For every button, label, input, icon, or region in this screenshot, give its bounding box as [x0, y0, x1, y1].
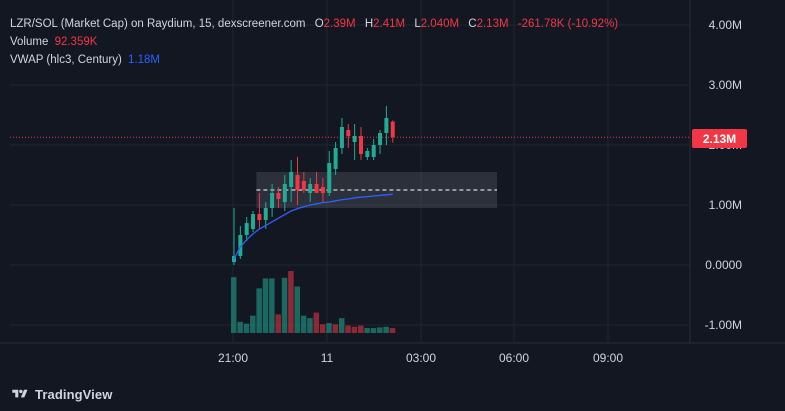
high-value: 2.41M [373, 18, 406, 30]
open-value: 2.39M [323, 18, 356, 30]
candle-body [390, 121, 395, 138]
y-axis-label: 0.0000 [705, 258, 742, 272]
candle-body [270, 193, 275, 208]
volume-bar [313, 312, 320, 333]
volume-bar [338, 318, 345, 333]
tradingview-wordmark: TradingView [35, 386, 113, 402]
candle-body [282, 184, 287, 202]
volume-bar [294, 286, 300, 333]
volume-bar [326, 323, 332, 333]
volume-bar [231, 277, 237, 333]
close-key: C [468, 18, 477, 30]
vwap-line [233, 193, 393, 260]
volume-bar [389, 328, 396, 333]
x-axis-label: 11 [321, 351, 334, 365]
candle-body [352, 136, 357, 142]
y-axis-label: 3.00M [709, 78, 742, 92]
volume-bar [358, 325, 364, 333]
volume-bar [364, 328, 370, 333]
x-axis-label: 21:00 [218, 351, 248, 365]
ohlc-legend: LZR/SOL (Market Cap) on Raydium, 15, dex… [10, 17, 618, 31]
volume-bar [275, 314, 281, 333]
high-key: H [364, 18, 374, 30]
volume-bar [262, 278, 269, 333]
y-axis-label: -1.00M [705, 318, 742, 332]
candle-body [263, 208, 268, 220]
change-value: -261.78K (-10.92%) [517, 18, 619, 30]
x-axis-label: 06:00 [499, 351, 529, 365]
vwap-legend[interactable]: VWAP (hlc3, Century) 1.18M [10, 53, 160, 67]
volume-bar [377, 327, 383, 333]
candle-body [295, 175, 300, 190]
open-key: O [314, 18, 324, 30]
y-axis-label: 1.00M [709, 198, 742, 212]
tradingview-branding[interactable]: TradingView [10, 385, 112, 403]
candle-body [359, 136, 363, 154]
candle-body [327, 163, 332, 193]
volume-bar [383, 326, 389, 333]
vwap-label: VWAP (hlc3, Century) [10, 54, 122, 66]
volume-bar [300, 315, 307, 333]
volume-label: Volume [10, 36, 49, 48]
tradingview-logo-icon [12, 389, 28, 398]
candle-body [238, 235, 243, 256]
candle-body [257, 214, 262, 220]
vwap-value: 1.18M [128, 54, 161, 66]
last-price-tag: 2.13M [692, 129, 747, 148]
candle-body [365, 151, 370, 157]
candle-body [320, 187, 325, 193]
volume-bar [243, 323, 250, 333]
volume-bar [288, 271, 294, 333]
candle-body [244, 223, 249, 235]
volume-bar [307, 318, 313, 333]
close-value: 2.13M [476, 18, 509, 30]
x-axis-label: 03:00 [406, 351, 436, 365]
volume-bar [351, 326, 358, 333]
volume-legend[interactable]: Volume 92.359K [10, 35, 97, 49]
y-axis-label: 4.00M [709, 18, 742, 32]
candle-body [333, 148, 338, 169]
x-axis-label: 09:00 [593, 351, 623, 365]
candle-body [308, 184, 313, 193]
low-key: L [414, 18, 421, 30]
symbol-title: LZR/SOL (Market Cap) on Raydium, 15, dex… [10, 18, 306, 30]
candle-body [251, 214, 256, 229]
volume-value: 92.359K [54, 36, 98, 48]
candle-body [276, 193, 281, 199]
volume-bar [345, 325, 351, 333]
volume-bar [281, 277, 288, 333]
candle-body [289, 172, 294, 187]
low-value: 2.040M [420, 18, 460, 30]
volume-bar [269, 278, 275, 333]
candle-body [346, 130, 351, 136]
candle-body [378, 133, 383, 145]
volume-bar [237, 321, 243, 333]
volume-bar [332, 324, 339, 333]
candle-body [371, 145, 376, 157]
candle-body [339, 127, 344, 148]
volume-bar [370, 328, 377, 333]
candle-body [301, 181, 306, 190]
volume-bar [256, 288, 262, 333]
candle-body [314, 184, 319, 193]
volume-bar [250, 315, 256, 333]
volume-bar [319, 324, 326, 333]
candle-body [384, 118, 389, 133]
